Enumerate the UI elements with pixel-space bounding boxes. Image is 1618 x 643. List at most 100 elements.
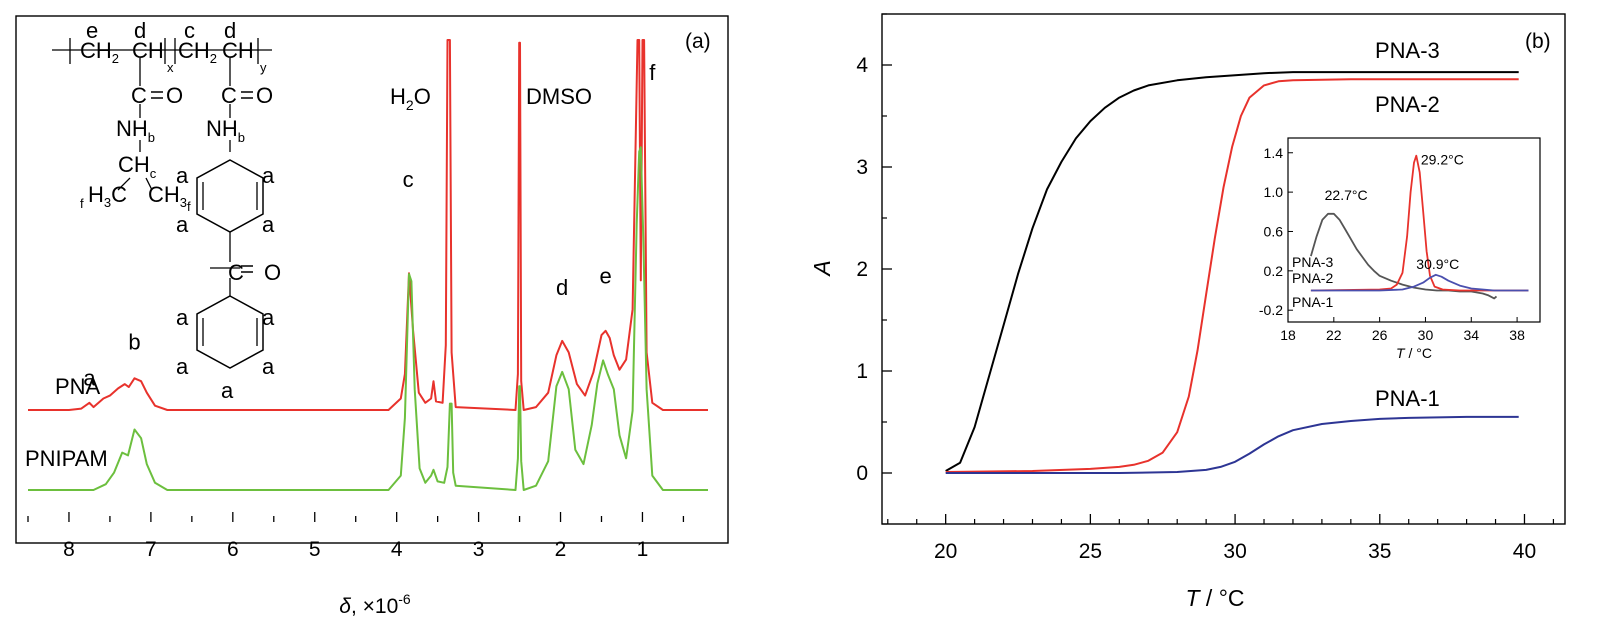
panel-a-tag: (a)	[685, 30, 711, 53]
y-tick-label: 2	[856, 258, 868, 281]
inset-y-tick-label: -0.2	[1259, 302, 1283, 318]
inset-x-axis-title: T / °C	[1396, 345, 1432, 361]
struct-a-8: a	[262, 354, 275, 379]
inset-x-tick-label: 18	[1280, 327, 1296, 343]
struct-ch2-1: CH2	[80, 38, 119, 66]
spectrum-pnipam	[28, 146, 708, 491]
peak-label-c: c	[403, 167, 414, 192]
struct-a-7: a	[176, 354, 189, 379]
panel-a-frame	[15, 15, 729, 544]
inset-label-pna-1: PNA-1	[1292, 294, 1333, 310]
chemical-structure: e d c d CH2 CH CH2 CH x y C O C O NHb NH…	[52, 18, 281, 403]
inset-x-tick-label: 30	[1418, 327, 1434, 343]
struct-label-c: c	[184, 18, 195, 43]
inset-peak-annotation: 22.7°C	[1325, 187, 1368, 203]
x-tick-label: 25	[1079, 540, 1102, 563]
struct-ch3: CH3f	[148, 182, 191, 214]
series-label-pna: PNA	[55, 374, 101, 399]
struct-f-1: f	[80, 196, 84, 211]
structure-bonds	[52, 38, 272, 296]
x-tick-label: 3	[473, 538, 485, 561]
struct-c-2: C	[221, 83, 237, 108]
peak-label-e: e	[599, 263, 611, 288]
benzene-ring-top	[196, 159, 264, 233]
panel-a-spectra	[28, 39, 708, 491]
struct-a-1: a	[176, 163, 189, 188]
series-label-pna-1: PNA-1	[1375, 386, 1440, 411]
benzene-ring-bottom	[196, 295, 264, 369]
peak-label-a: a	[83, 366, 96, 391]
solvent-label-dmso: DMSO	[526, 84, 592, 109]
struct-a-4: a	[262, 212, 275, 237]
panel-a-x-axis-title: δ, ×10-6	[339, 591, 411, 618]
struct-sub-x: x	[167, 60, 174, 75]
struct-o-3: O	[264, 260, 281, 285]
curve-pna-2	[945, 78, 1519, 473]
struct-ch2-2: CH2	[178, 38, 217, 66]
struct-a-6: a	[262, 305, 275, 330]
x-tick-label: 30	[1223, 540, 1246, 563]
x-tick-label: 4	[391, 538, 403, 561]
struct-ch-1: CH	[132, 38, 164, 63]
struct-a-5: a	[176, 305, 189, 330]
inset-axes: 18 22 26 30 34 38 -0.2 0.2 0.6 1.0 1.4	[1259, 145, 1525, 343]
panel-b-x-axis-title: T / °C	[1185, 585, 1244, 611]
struct-a-2: a	[262, 163, 275, 188]
panel-a-x-axis: 8 7 6 5 4 3 2 1	[27, 512, 685, 561]
x-tick-label: 2	[555, 538, 567, 561]
struct-ch-c: CHc	[118, 152, 157, 181]
inset-y-tick-label: 1.0	[1264, 184, 1284, 200]
inset-peak-annotation: 29.2°C	[1421, 152, 1464, 168]
x-tick-label: 8	[63, 538, 75, 561]
inset-y-tick-label: 0.6	[1264, 223, 1284, 239]
x-tick-label: 35	[1368, 540, 1391, 563]
curve-pna-1	[945, 415, 1519, 474]
spectrum-pna	[28, 39, 708, 411]
inset-peak-annotations: 22.7°C 29.2°C 30.9°C	[1325, 152, 1464, 272]
inset-chart: 18 22 26 30 34 38 -0.2 0.2 0.6 1.0 1.4 22.7°C 29.2°…	[1259, 137, 1541, 361]
x-tick-label: 20	[934, 540, 957, 563]
series-label-pnipam: PNIPAM	[25, 446, 108, 471]
inset-curve-pna-1	[1310, 273, 1529, 292]
inset-x-tick-label: 26	[1372, 327, 1388, 343]
inset-curves	[1310, 154, 1529, 300]
x-tick-label: 7	[145, 538, 157, 561]
x-tick-label: 5	[309, 538, 321, 561]
inset-x-tick-label: 22	[1326, 327, 1342, 343]
struct-a-3: a	[176, 212, 189, 237]
struct-ch-2: CH	[222, 38, 254, 63]
inset-curve-pna-3	[1310, 212, 1498, 300]
panel-b-curves	[945, 71, 1519, 474]
struct-c-1: C	[131, 83, 147, 108]
struct-nh-2: NHb	[206, 116, 245, 145]
struct-label-d: d	[134, 18, 146, 43]
struct-o-2: O	[256, 83, 273, 108]
struct-c-3: C	[228, 260, 244, 285]
inset-x-tick-label: 38	[1509, 327, 1525, 343]
curve-pna-3	[945, 71, 1519, 472]
struct-label-e: e	[86, 18, 98, 43]
series-label-pna-3: PNA-3	[1375, 38, 1440, 63]
peak-label-d: d	[556, 275, 568, 300]
x-tick-label: 6	[227, 538, 239, 561]
series-label-pna-2: PNA-2	[1375, 92, 1440, 117]
peak-labels: a b c d e f	[83, 60, 656, 391]
y-tick-label: 0	[856, 462, 868, 485]
y-tick-label: 1	[856, 360, 868, 383]
peak-label-f: f	[649, 60, 656, 85]
struct-nh-1: NHb	[116, 116, 155, 145]
inset-y-tick-label: 1.4	[1264, 145, 1284, 161]
panel-b-y-axis-title: A	[809, 260, 835, 277]
struct-o-1: O	[166, 83, 183, 108]
structure-double-bonds	[151, 91, 253, 273]
struct-sub-y: y	[260, 60, 267, 75]
inset-curve-pna-2	[1310, 154, 1529, 292]
x-tick-label: 1	[637, 538, 649, 561]
inset-label-pna-2: PNA-2	[1292, 270, 1333, 286]
y-tick-label: 4	[856, 54, 868, 77]
struct-label-d2: d	[224, 18, 236, 43]
